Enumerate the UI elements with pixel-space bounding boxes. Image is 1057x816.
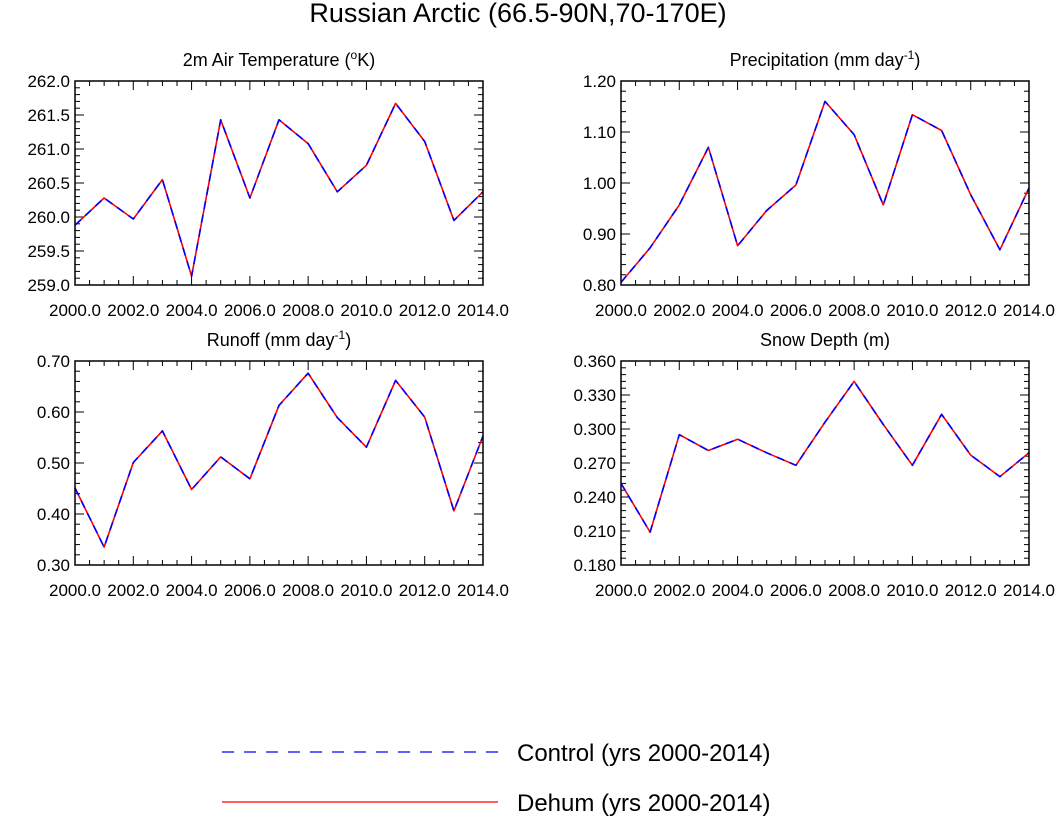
x-tick-label: 2008.0 bbox=[282, 581, 334, 600]
y-tick-label: 0.80 bbox=[583, 276, 616, 295]
x-tick-label: 2012.0 bbox=[945, 581, 997, 600]
y-tick-label: 1.00 bbox=[583, 174, 616, 193]
series-control-line bbox=[620, 100, 1030, 283]
y-tick-label: 1.10 bbox=[583, 123, 616, 142]
y-tick-label: 260.0 bbox=[27, 208, 70, 227]
x-tick-label: 2012.0 bbox=[399, 301, 451, 320]
y-tick-label: 0.60 bbox=[37, 403, 70, 422]
panel-snow-depth: Snow Depth (m) 2000.0 2002.0 2004.0 2006.0 20… bbox=[573, 330, 1055, 600]
x-tick-label: 2014.0 bbox=[1003, 301, 1055, 320]
y-tick-label: 0.30 bbox=[37, 556, 70, 575]
x-tick-label: 2002.0 bbox=[653, 581, 705, 600]
series-control-line bbox=[74, 372, 484, 548]
legend-control-label: Control (yrs 2000-2014) bbox=[517, 740, 770, 767]
panel-precipitation: Precipitation (mm day-1) 2000.0 2002.0 2004… bbox=[583, 48, 1055, 320]
y-tick-label: 1.20 bbox=[583, 72, 616, 91]
y-tick-label: 261.5 bbox=[27, 106, 70, 125]
x-tick-label: 2000.0 bbox=[49, 581, 101, 600]
figure-title: Russian Arctic (66.5-90N,70-170E) bbox=[309, 0, 726, 28]
y-tick-label: 262.0 bbox=[27, 72, 70, 91]
x-tick-label: 2010.0 bbox=[886, 581, 938, 600]
panel-title: Runoff (mm day-1) bbox=[207, 328, 351, 350]
y-tick-label: 0.180 bbox=[573, 556, 616, 575]
x-tick-label: 2014.0 bbox=[457, 301, 509, 320]
y-tick-label: 259.0 bbox=[27, 276, 70, 295]
x-tick-label: 2004.0 bbox=[712, 581, 764, 600]
y-tick-label: 0.50 bbox=[37, 454, 70, 473]
x-tick-label: 2010.0 bbox=[886, 301, 938, 320]
series-dehum-line bbox=[74, 102, 484, 278]
x-tick-label: 2008.0 bbox=[828, 581, 880, 600]
y-tick-label: 0.240 bbox=[573, 488, 616, 507]
x-tick-label: 2010.0 bbox=[340, 301, 392, 320]
x-tick-label: 2004.0 bbox=[166, 301, 218, 320]
x-tick-label: 2014.0 bbox=[457, 581, 509, 600]
x-tick-label: 2002.0 bbox=[653, 301, 705, 320]
x-tick-label: 2008.0 bbox=[828, 301, 880, 320]
x-tick-label: 2006.0 bbox=[770, 581, 822, 600]
y-tick-label: 0.70 bbox=[37, 352, 70, 371]
x-tick-label: 2010.0 bbox=[340, 581, 392, 600]
plot-frame bbox=[74, 80, 484, 286]
x-tick-label: 2012.0 bbox=[945, 301, 997, 320]
series-control-line bbox=[74, 102, 484, 278]
y-tick-label: 0.270 bbox=[573, 454, 616, 473]
legend-dehum-label: Dehum (yrs 2000-2014) bbox=[517, 790, 770, 816]
chart-panels: 2m Air Temperature (oK) 2000.0 2002.0 2004.… bbox=[27, 48, 1055, 600]
x-tick-label: 2006.0 bbox=[224, 581, 276, 600]
plot-frame bbox=[620, 80, 1030, 286]
x-tick-label: 2004.0 bbox=[166, 581, 218, 600]
y-tick-label: 0.360 bbox=[573, 352, 616, 371]
x-tick-label: 2014.0 bbox=[1003, 581, 1055, 600]
panel-title: 2m Air Temperature (oK) bbox=[183, 48, 375, 70]
y-tick-label: 260.5 bbox=[27, 174, 70, 193]
series-dehum-line bbox=[620, 100, 1030, 283]
x-tick-label: 2002.0 bbox=[107, 301, 159, 320]
x-tick-label: 2000.0 bbox=[595, 301, 647, 320]
x-tick-label: 2000.0 bbox=[49, 301, 101, 320]
plot-frame bbox=[74, 360, 484, 566]
y-tick-label: 261.0 bbox=[27, 140, 70, 159]
y-tick-label: 0.40 bbox=[37, 505, 70, 524]
plot-frame bbox=[620, 360, 1030, 566]
panel-title: Precipitation (mm day-1) bbox=[730, 48, 921, 70]
panel-air-temperature: 2m Air Temperature (oK) 2000.0 2002.0 2004.… bbox=[27, 48, 509, 320]
x-tick-label: 2012.0 bbox=[399, 581, 451, 600]
x-tick-label: 2000.0 bbox=[595, 581, 647, 600]
panel-runoff: Runoff (mm day-1) 2000.0 2002.0 2004.0 2006.… bbox=[37, 328, 509, 600]
legend: Control (yrs 2000-2014) Dehum (yrs 2000-… bbox=[222, 740, 770, 816]
y-tick-label: 0.90 bbox=[583, 225, 616, 244]
panel-title: Snow Depth (m) bbox=[760, 330, 890, 350]
y-tick-label: 0.300 bbox=[573, 420, 616, 439]
x-tick-label: 2006.0 bbox=[770, 301, 822, 320]
x-tick-label: 2006.0 bbox=[224, 301, 276, 320]
x-tick-label: 2002.0 bbox=[107, 581, 159, 600]
series-control-line bbox=[620, 380, 1030, 533]
y-tick-label: 0.210 bbox=[573, 522, 616, 541]
x-tick-label: 2008.0 bbox=[282, 301, 334, 320]
y-tick-label: 259.5 bbox=[27, 242, 70, 261]
y-tick-label: 0.330 bbox=[573, 386, 616, 405]
series-dehum-line bbox=[620, 380, 1030, 533]
x-tick-label: 2004.0 bbox=[712, 301, 764, 320]
